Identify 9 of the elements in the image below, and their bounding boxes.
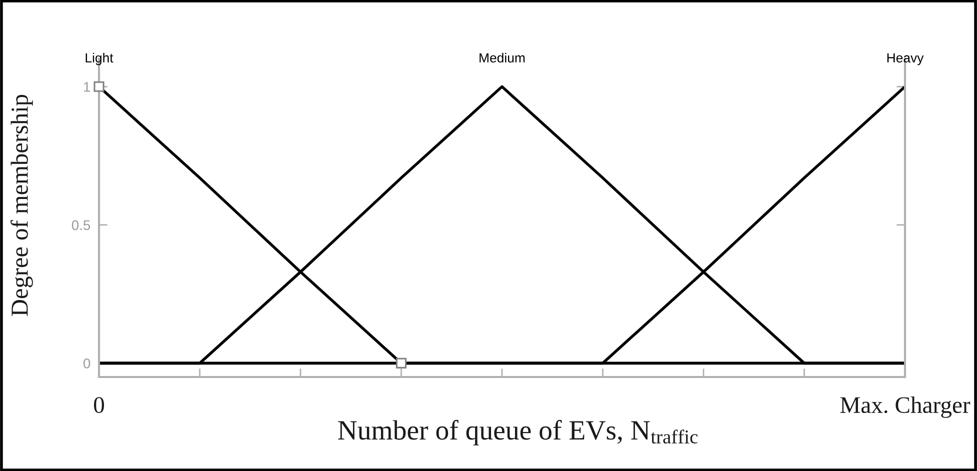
- y-tick-label: 0.5: [72, 220, 90, 230]
- text: Medium: [480, 52, 525, 63]
- series-label: Light: [86, 52, 114, 66]
- y-axis-title: Degree of membership: [10, 94, 33, 316]
- y-tick-label: 0: [83, 358, 90, 368]
- text: Heavy: [887, 53, 924, 66]
- x-axis-title: Number of queue of EVs, N$_{traffic}$: [338, 420, 698, 446]
- y-tick-label: 1: [84, 82, 90, 92]
- x-tick-label: Max. Charger: [840, 396, 970, 418]
